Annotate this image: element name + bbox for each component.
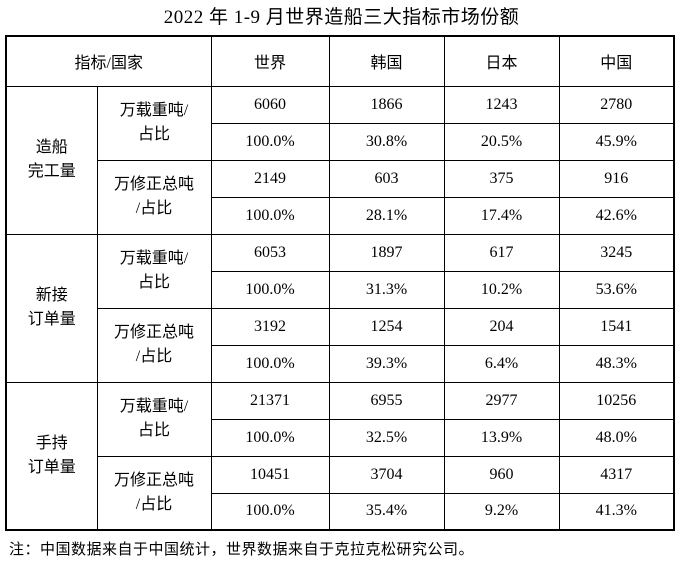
share-cell: 100.0% <box>210 492 330 531</box>
share-cell: 6.4% <box>443 344 560 383</box>
share-cell: 17.4% <box>443 196 560 235</box>
label-line: 造船 <box>35 139 68 156</box>
share-cell: 9.2% <box>443 492 560 531</box>
share-cell: 45.9% <box>558 122 675 161</box>
label-line: 手持 <box>35 434 68 452</box>
value-cell: 603 <box>328 159 445 198</box>
label-line: 万载重吨/ <box>119 398 189 415</box>
share-cell: 100.0% <box>210 196 330 235</box>
table-row: 100.0% 30.8% 20.5% 45.9% <box>6 122 675 161</box>
column-header-japan: 日本 <box>443 35 560 87</box>
value-cell: 1897 <box>328 233 445 272</box>
value-cell: 1254 <box>328 307 445 346</box>
label-line: 新接 <box>35 287 68 304</box>
label-line: 完工量 <box>27 163 76 180</box>
value-cell: 1541 <box>558 307 675 346</box>
column-header-china: 中国 <box>558 35 675 87</box>
group-label-completions: 造船 完工量 <box>5 85 98 235</box>
corner-header: 指标/国家 <box>5 35 212 87</box>
share-cell: 100.0% <box>210 270 330 309</box>
share-cell: 48.0% <box>558 418 675 457</box>
column-header-world: 世界 <box>210 35 330 87</box>
label-line: 订单量 <box>27 311 76 328</box>
value-cell: 375 <box>443 159 560 198</box>
label-line: 占比 <box>138 422 171 439</box>
value-cell: 6053 <box>210 233 330 272</box>
table-header-row: 指标/国家 世界 韩国 日本 中国 <box>5 35 675 87</box>
value-cell: 10256 <box>558 381 675 420</box>
share-cell: 30.8% <box>328 122 445 161</box>
value-cell: 1866 <box>328 85 445 124</box>
metric-label-cgt: 万修正总吨 /占比 <box>96 307 212 383</box>
share-cell: 13.9% <box>443 418 560 457</box>
metric-label-dwt: 万载重吨/ 占比 <box>96 381 212 457</box>
share-cell: 42.6% <box>558 196 675 235</box>
market-share-table: 指标/国家 世界 韩国 日本 中国 造船 完工量 万载重吨/ 占比 6060 1… <box>5 35 676 531</box>
share-cell: 31.3% <box>328 270 445 309</box>
value-cell: 2977 <box>443 381 560 420</box>
value-cell: 204 <box>443 307 560 346</box>
share-cell: 53.6% <box>558 270 675 309</box>
share-cell: 28.1% <box>328 196 445 235</box>
value-cell: 2780 <box>558 85 675 124</box>
value-cell: 10451 <box>210 455 330 494</box>
value-cell: 3192 <box>210 307 330 346</box>
share-cell: 100.0% <box>210 122 330 161</box>
metric-label-cgt: 万修正总吨 /占比 <box>96 159 212 235</box>
table-row: 手持 订单量 万载重吨/ 占比 21371 6955 2977 10256 <box>5 381 675 531</box>
value-cell: 1243 <box>443 85 560 124</box>
table-row: 造船 完工量 万载重吨/ 占比 6060 1866 1243 2780 <box>5 85 675 235</box>
value-cell: 21371 <box>210 381 330 420</box>
label-line: 万载重吨/ <box>119 102 189 119</box>
value-cell: 960 <box>443 455 560 494</box>
label-line: 占比 <box>138 126 171 143</box>
value-cell: 916 <box>558 159 675 198</box>
page-title: 2022 年 1-9 月世界造船三大指标市场份额 <box>163 7 520 28</box>
label-line: 万修正总吨 <box>114 324 195 341</box>
label-line: 万修正总吨 <box>114 471 195 489</box>
group-label-orderbook: 手持 订单量 <box>5 381 98 531</box>
label-line: 订单量 <box>27 458 76 476</box>
share-cell: 48.3% <box>558 344 675 383</box>
table-row: 新接 订单量 万载重吨/ 占比 6053 1897 617 3245 <box>5 233 675 383</box>
value-cell: 3245 <box>558 233 675 272</box>
metric-label-dwt: 万载重吨/ 占比 <box>96 233 212 309</box>
table-row: 100.0% 28.1% 17.4% 42.6% <box>6 196 675 235</box>
share-cell: 39.3% <box>328 344 445 383</box>
value-cell: 6955 <box>328 381 445 420</box>
table-row: 100.0% 39.3% 6.4% 48.3% <box>6 344 675 383</box>
label-line: /占比 <box>135 200 173 217</box>
value-cell: 617 <box>443 233 560 272</box>
label-line: 占比 <box>138 274 171 291</box>
value-cell: 4317 <box>558 455 675 494</box>
label-line: /占比 <box>135 495 173 513</box>
table-row: 100.0% 31.3% 10.2% 53.6% <box>6 270 675 309</box>
share-cell: 41.3% <box>558 492 675 531</box>
share-cell: 35.4% <box>328 492 445 531</box>
share-cell: 100.0% <box>210 418 330 457</box>
value-cell: 2149 <box>210 159 330 198</box>
value-cell: 3704 <box>328 455 445 494</box>
table-row: 100.0% 35.4% 9.2% 41.3% <box>6 492 675 531</box>
share-cell: 20.5% <box>443 122 560 161</box>
value-cell: 6060 <box>210 85 330 124</box>
label-line: /占比 <box>135 348 173 365</box>
table-row: 100.0% 32.5% 13.9% 48.0% <box>6 418 675 457</box>
table-row: 万修正总吨 /占比 2149 603 375 916 <box>6 159 675 235</box>
label-line: 万载重吨/ <box>119 250 189 267</box>
share-cell: 10.2% <box>443 270 560 309</box>
footnote: 注：中国数据来自于中国统计，世界数据来自于克拉克松研究公司。 <box>9 541 475 558</box>
table-row: 万修正总吨 /占比 3192 1254 204 1541 <box>6 307 675 383</box>
group-label-new-orders: 新接 订单量 <box>5 233 98 383</box>
table-row: 万修正总吨 /占比 10451 3704 960 4317 <box>6 455 675 531</box>
metric-label-cgt: 万修正总吨 /占比 <box>96 455 212 531</box>
metric-label-dwt: 万载重吨/ 占比 <box>96 85 212 161</box>
share-cell: 32.5% <box>328 418 445 457</box>
share-cell: 100.0% <box>210 344 330 383</box>
label-line: 万修正总吨 <box>114 176 195 193</box>
column-header-korea: 韩国 <box>328 35 445 87</box>
